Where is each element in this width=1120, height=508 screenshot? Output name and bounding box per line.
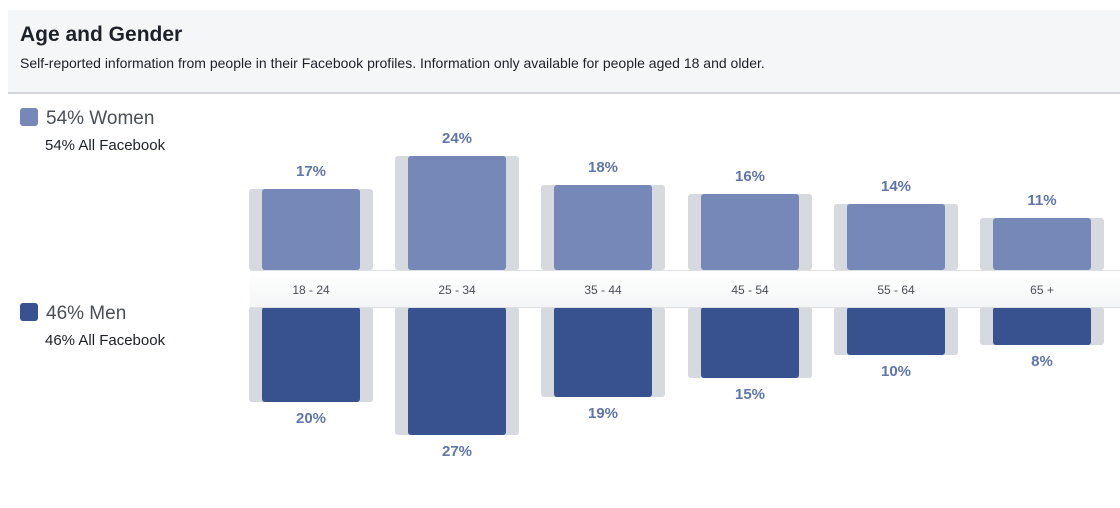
legend-women: 54% Women	[20, 108, 154, 130]
page-title: Age and Gender	[20, 23, 183, 46]
women-value-label: 11%	[1027, 191, 1057, 209]
legend-men-all-facebook: 46% All Facebook	[45, 332, 166, 349]
women-value-label: 24%	[441, 130, 473, 147]
men-value-label: 20%	[295, 410, 327, 427]
age-category-label: 55 - 64	[877, 283, 915, 297]
age-category-label: 65 +	[1030, 283, 1054, 297]
women-value-label: 14%	[880, 177, 912, 195]
men-value-label: 15%	[734, 386, 766, 404]
men-bar	[262, 307, 360, 402]
men-bar	[847, 307, 945, 355]
age-axis-band	[250, 270, 1120, 308]
women-bar	[554, 184, 652, 270]
women-bar	[408, 156, 506, 270]
women-bar	[993, 217, 1091, 270]
women-bar	[262, 189, 360, 270]
women-swatch-icon	[20, 108, 38, 126]
legend-women-all-facebook: 54% All Facebook	[45, 137, 166, 154]
page-subtitle: Self-reported information from people in…	[20, 55, 765, 71]
men-bar	[408, 307, 506, 436]
section-header: Age and Gender Self-reported information…	[8, 10, 1120, 94]
age-category-label: 25 - 34	[438, 283, 476, 297]
age-category-label: 35 - 44	[584, 283, 622, 297]
women-value-label: 16%	[734, 168, 766, 185]
men-bar	[701, 307, 799, 379]
men-bar	[993, 307, 1091, 345]
men-bar	[554, 307, 652, 398]
women-bar	[847, 203, 945, 270]
women-bar	[701, 194, 799, 270]
age-category-label: 18 - 24	[292, 283, 330, 297]
legend-men: 46% Men	[20, 303, 126, 325]
legend-women-label: 54% Women	[46, 108, 155, 129]
legend-men-label: 46% Men	[46, 303, 127, 324]
men-value-label: 19%	[587, 405, 619, 423]
men-value-label: 27%	[441, 443, 473, 461]
age-category-label: 45 - 54	[731, 283, 769, 297]
women-value-label: 17%	[295, 163, 327, 181]
men-value-label: 8%	[1031, 353, 1053, 370]
men-value-label: 10%	[880, 362, 912, 380]
women-value-label: 18%	[587, 158, 619, 176]
men-swatch-icon	[20, 303, 38, 321]
